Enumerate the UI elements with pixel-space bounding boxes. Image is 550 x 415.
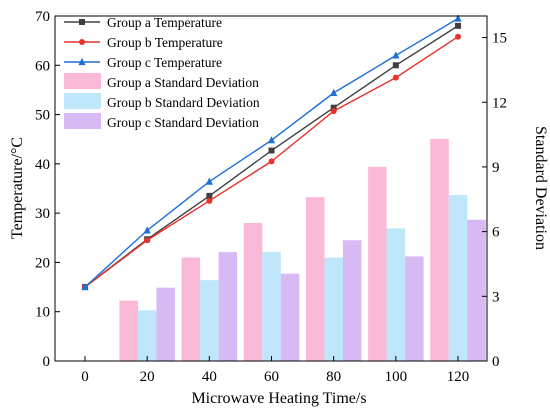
point-group-b-temperature-40 xyxy=(206,197,213,204)
bar-group-c-standard-deviation-120 xyxy=(467,219,486,361)
x-tick-label: 80 xyxy=(326,369,341,385)
axes-layer: 0 10 20 30 40 50 60 70 0 3 6 9 12 15 0 20 40 60 80 100 120 xyxy=(35,9,507,385)
bar-layer xyxy=(119,138,486,361)
legend-swatch-group-b-standard-deviation xyxy=(64,93,101,109)
point-group-b-temperature-80 xyxy=(330,108,337,115)
point-group-c-temperature-20 xyxy=(143,226,151,234)
point-group-b-temperature-60 xyxy=(268,158,275,165)
plot-frame xyxy=(54,15,488,362)
bar-group-c-standard-deviation-100 xyxy=(405,256,424,361)
point-group-a-temperature-100 xyxy=(392,62,399,69)
legend-label-group-b-standard-deviation: Group b Standard Deviation xyxy=(107,95,260,110)
bar-group-c-standard-deviation-40 xyxy=(218,252,238,361)
bar-group-a-standard-deviation-20 xyxy=(119,300,138,361)
legend-label-group-b-temperature: Group b Temperature xyxy=(107,35,223,50)
bar-group-c-standard-deviation-20 xyxy=(156,287,175,361)
bar-group-b-standard-deviation-40 xyxy=(200,280,219,361)
point-group-c-temperature-80 xyxy=(330,88,338,96)
x-tick-label: 60 xyxy=(264,369,279,385)
bar-group-a-standard-deviation-120 xyxy=(430,138,449,361)
y-right-tick-label: 15 xyxy=(492,31,507,47)
point-group-c-temperature-100 xyxy=(392,51,400,59)
bar-group-c-standard-deviation-80 xyxy=(342,240,362,361)
legend-label-group-a-standard-deviation: Group a Standard Deviation xyxy=(107,75,259,90)
bar-group-a-standard-deviation-100 xyxy=(368,166,387,361)
y-right-tick-label: 12 xyxy=(492,95,507,111)
x-tick-label: 120 xyxy=(447,369,470,385)
legend-marker-group-a-temperature xyxy=(79,19,85,25)
y-left-tick-label: 0 xyxy=(43,354,51,370)
bar-group-a-standard-deviation-60 xyxy=(243,223,263,361)
y-left-tick-label: 50 xyxy=(35,108,50,124)
legend-marker-group-c-temperature xyxy=(78,57,86,66)
legend-marker-group-b-temperature xyxy=(79,39,85,45)
y-left-tick-label: 20 xyxy=(35,255,50,271)
legend: Group a Temperature Group b Temperature Gr… xyxy=(64,15,260,130)
y-right-tick-label: 0 xyxy=(492,354,500,370)
line-layer xyxy=(81,14,462,291)
point-group-a-temperature-60 xyxy=(268,147,275,154)
x-tick-label: 100 xyxy=(385,369,408,385)
bar-group-b-standard-deviation-20 xyxy=(137,310,157,361)
y-left-tick-label: 30 xyxy=(35,206,50,222)
y-axis-right-label: Standard Deviation xyxy=(532,126,549,250)
legend-swatch-group-a-standard-deviation xyxy=(64,73,101,89)
point-group-c-temperature-60 xyxy=(267,136,276,144)
point-group-b-temperature-20 xyxy=(144,237,151,244)
point-group-a-temperature-80 xyxy=(330,104,337,111)
point-group-a-temperature-120 xyxy=(455,22,462,29)
y-right-tick-label: 9 xyxy=(492,160,500,176)
legend-swatch-group-c-standard-deviation xyxy=(64,113,101,129)
point-group-c-temperature-120 xyxy=(454,14,462,22)
bar-group-b-standard-deviation-120 xyxy=(448,194,468,361)
y-left-tick-label: 70 xyxy=(35,9,50,25)
y-left-tick-label: 40 xyxy=(35,157,50,173)
legend-label-group-c-standard-deviation: Group c Standard Deviation xyxy=(107,115,259,130)
bar-group-a-standard-deviation-40 xyxy=(181,257,201,361)
point-group-b-temperature-100 xyxy=(392,74,399,81)
point-group-c-temperature-40 xyxy=(205,177,213,185)
y-left-tick-label: 60 xyxy=(35,58,50,74)
y-axis-left-label: Temperature/°C xyxy=(9,137,26,239)
bar-group-b-standard-deviation-80 xyxy=(324,257,343,361)
point-group-b-temperature-120 xyxy=(455,33,462,40)
point-group-a-temperature-40 xyxy=(206,192,213,199)
legend-label-group-a-temperature: Group a Temperature xyxy=(107,15,222,30)
x-tick-label: 40 xyxy=(202,369,217,385)
bar-group-c-standard-deviation-60 xyxy=(280,273,300,361)
x-tick-label: 0 xyxy=(81,369,89,385)
y-left-tick-label: 10 xyxy=(35,305,50,321)
y-right-tick-label: 3 xyxy=(492,289,500,305)
y-right-tick-label: 6 xyxy=(492,225,500,241)
x-axis-label: Microwave Heating Time/s xyxy=(191,390,366,407)
legend-label-group-c-temperature: Group c Temperature xyxy=(107,55,222,70)
x-tick-label: 20 xyxy=(140,369,155,385)
bar-group-b-standard-deviation-60 xyxy=(262,252,281,361)
bar-group-a-standard-deviation-80 xyxy=(305,197,325,361)
bar-group-b-standard-deviation-100 xyxy=(386,228,406,361)
point-group-c-temperature-0 xyxy=(81,282,89,291)
